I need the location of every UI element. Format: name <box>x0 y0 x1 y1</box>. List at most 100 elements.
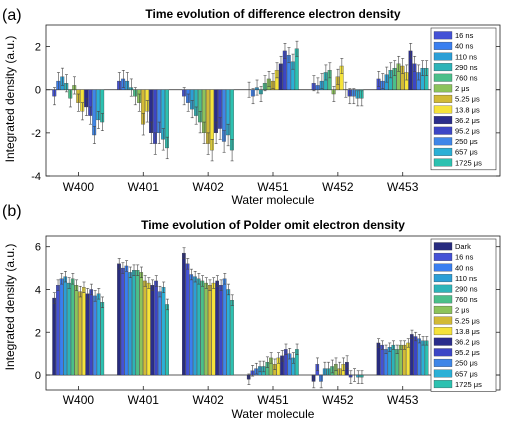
error-bar <box>222 130 226 153</box>
error-bar <box>117 72 121 91</box>
legend-swatch <box>433 295 453 304</box>
x-tick-label: W400 <box>63 180 95 194</box>
bar <box>128 272 132 376</box>
panel-a-label: (a) <box>2 7 22 24</box>
error-bar <box>393 60 397 76</box>
legend-label: 5.25 μs <box>455 95 480 104</box>
panel-b-label: (b) <box>2 203 22 220</box>
error-bar <box>218 117 222 140</box>
legend-swatch <box>433 358 453 367</box>
error-bar <box>380 340 384 350</box>
error-bar <box>421 60 425 76</box>
error-bar <box>417 334 421 344</box>
error-bar <box>251 365 255 377</box>
legend-swatch <box>433 41 453 50</box>
error-bar <box>78 285 82 298</box>
error-bar <box>214 121 218 144</box>
error-bar <box>121 70 125 88</box>
bar <box>150 285 155 376</box>
error-bar <box>258 360 262 373</box>
legend-label: 290 ns <box>455 63 478 72</box>
bar <box>413 336 418 376</box>
error-bar <box>410 329 414 339</box>
error-bar <box>425 336 429 346</box>
error-bar <box>336 68 340 85</box>
error-bar <box>295 343 299 356</box>
error-bar <box>154 275 158 287</box>
error-bar <box>93 290 97 302</box>
bar <box>124 265 129 376</box>
bar <box>52 297 56 376</box>
error-bar <box>356 370 360 384</box>
error-bar <box>397 55 401 72</box>
error-bar <box>413 55 417 72</box>
bar <box>70 278 75 376</box>
error-bar <box>414 331 418 342</box>
bar <box>78 291 82 376</box>
bar <box>63 276 68 376</box>
legend-swatch <box>433 337 453 346</box>
error-bar <box>72 76 76 95</box>
error-bar <box>161 128 165 151</box>
error-bar <box>352 88 356 105</box>
error-bar <box>338 361 342 376</box>
error-bar <box>255 79 259 96</box>
bar <box>135 270 140 376</box>
x-tick-label: W401 <box>128 180 160 194</box>
error-bar <box>223 273 227 285</box>
chart-a-xlabel: Water molecule <box>232 193 315 207</box>
bar <box>193 276 197 376</box>
error-bar <box>275 62 279 79</box>
legend-swatch <box>433 147 453 156</box>
error-bar <box>125 260 129 272</box>
error-bar <box>417 64 421 81</box>
legend-label: 95.2 μs <box>455 127 480 136</box>
error-bar <box>409 43 413 59</box>
x-tick-label: W402 <box>192 393 224 407</box>
x-tick-label: W402 <box>192 180 224 194</box>
error-bar <box>117 258 121 270</box>
error-bar <box>97 288 101 300</box>
error-bar <box>269 352 273 364</box>
bar <box>165 304 169 376</box>
chart-b-title: Time evolution of Polder omit electron d… <box>141 218 405 232</box>
error-bar <box>265 356 269 368</box>
legend-swatch <box>433 63 453 72</box>
error-bar <box>377 71 381 87</box>
bar <box>406 342 410 376</box>
error-bar <box>165 298 169 311</box>
error-bar <box>227 283 231 296</box>
legend-label: 250 μs <box>455 137 478 146</box>
error-bar <box>377 338 381 348</box>
legend-label: 1725 μs <box>455 380 482 389</box>
error-bar <box>399 340 403 350</box>
error-bar <box>101 296 105 308</box>
error-bar <box>147 277 151 289</box>
legend-label: 290 ns <box>455 285 478 294</box>
error-bar <box>381 73 385 89</box>
error-bar <box>68 89 72 108</box>
bar <box>215 280 220 376</box>
error-bar <box>82 281 86 293</box>
error-bar <box>360 90 364 107</box>
legend-label: 657 μs <box>455 369 478 378</box>
error-bar <box>403 340 407 350</box>
legend-swatch <box>433 252 453 261</box>
legend-swatch <box>433 105 453 114</box>
error-bar <box>206 132 210 155</box>
error-bar <box>316 77 320 94</box>
error-bar <box>353 368 357 382</box>
error-bar <box>259 86 263 102</box>
error-bar <box>193 270 197 283</box>
legend-label: 16 ns <box>455 253 474 262</box>
error-bar <box>128 266 132 279</box>
error-bar <box>96 110 100 129</box>
legend-label: 13.8 μs <box>455 105 480 114</box>
legend-swatch <box>433 84 453 93</box>
bar <box>424 340 429 376</box>
bar <box>139 272 144 376</box>
error-bar <box>345 355 349 369</box>
